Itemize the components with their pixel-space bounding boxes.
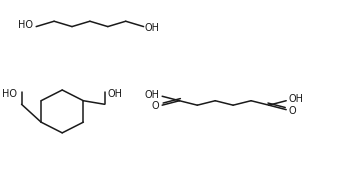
- Text: OH: OH: [108, 89, 123, 99]
- Text: OH: OH: [145, 23, 160, 33]
- Text: O: O: [288, 106, 296, 116]
- Text: HO: HO: [18, 20, 33, 30]
- Text: OH: OH: [145, 90, 160, 100]
- Text: HO: HO: [2, 89, 17, 99]
- Text: OH: OH: [288, 94, 304, 104]
- Text: O: O: [152, 101, 160, 111]
